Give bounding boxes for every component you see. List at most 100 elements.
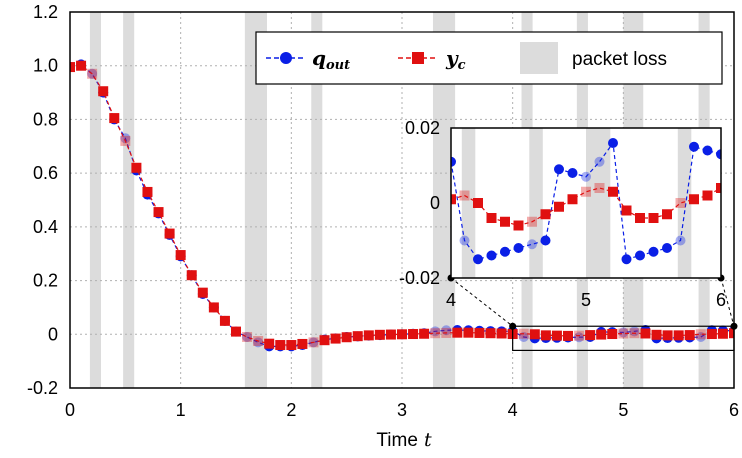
main-y_c-point (70, 62, 75, 73)
main-y_c-point (363, 330, 374, 341)
inset-packet-loss-band (586, 128, 611, 278)
inset-q_out-point (486, 250, 497, 261)
zoom-anchor-dot (509, 322, 517, 330)
legend-loss-label: packet loss (572, 49, 667, 70)
main-y_c-point (496, 328, 507, 339)
main-y_c-point (286, 340, 297, 351)
inset-y_c-point (635, 213, 645, 223)
x-tick-label: 6 (729, 400, 739, 420)
main-q_out-point (574, 332, 585, 343)
inset-q_out-point (635, 250, 645, 261)
packet-loss-band (123, 12, 135, 388)
inset-q_out-point (459, 235, 470, 246)
main-y_c-point (109, 113, 120, 124)
y-tick-labels: -0.2 0 0.2 0.4 0.6 0.8 1.0 1.2 (27, 2, 58, 398)
main-y_c-point (175, 250, 186, 261)
main-y_c-point (397, 329, 407, 340)
main-y_c-point (275, 340, 286, 351)
inset-q_out-point (513, 243, 524, 253)
inset-x-tick-label: 6 (716, 290, 726, 310)
main-q_out-point (242, 331, 253, 342)
main-y_c-point (87, 68, 98, 79)
inset-y_c-point (689, 194, 699, 205)
packet-loss-band (311, 12, 323, 388)
inset-y_c-point (716, 183, 721, 193)
main-y_c-point (729, 328, 734, 339)
x-tick-label: 5 (618, 400, 628, 420)
inset-x-tick-label: 5 (581, 290, 591, 310)
inset-q_out-point (540, 235, 551, 246)
inset-q_out-point (594, 156, 605, 167)
inset-y_c-point (594, 183, 605, 193)
inset-y_c-point (675, 198, 686, 208)
main-q_out-point (618, 327, 629, 338)
inset-q_out-point (689, 141, 699, 152)
plot-frame (69, 11, 735, 389)
main-y_c-point (684, 330, 695, 341)
inset-y_c-point (648, 213, 659, 223)
main-y_c-point (673, 330, 684, 341)
main-y_c-point (297, 338, 308, 349)
inset-q_out-point (662, 243, 672, 253)
inset-plot: 4 5 6 0.02 0 -0.02 (399, 118, 726, 310)
main-q_out-point (518, 331, 529, 342)
x-axis-label: Time t (376, 429, 432, 451)
main-y_c-point (540, 330, 551, 341)
inset-y_c-point (451, 194, 456, 205)
y-tick-label: 1.0 (33, 56, 58, 76)
inset-packet-loss-band (529, 128, 543, 278)
inset-q_out-point (473, 254, 483, 265)
main-y_c-point (153, 207, 164, 218)
inset-y_c-point (662, 209, 672, 220)
main-y_c-point (529, 329, 540, 340)
main-y_c-point (430, 328, 441, 339)
legend-loss-swatch (520, 42, 558, 74)
inset-x-tick-label: 4 (446, 290, 456, 310)
x-tick-label: 0 (65, 400, 75, 420)
packet-loss-band (432, 12, 456, 388)
main-y_c-point (640, 328, 651, 339)
inset-q_out-point (451, 156, 456, 167)
main-y_c-point (330, 333, 341, 344)
inset-x-tick-labels: 4 5 6 (446, 290, 726, 310)
main-y_c-point (706, 329, 717, 340)
main-y_c-point (452, 327, 463, 338)
main-y_c-point (231, 326, 241, 337)
main-y_c-point (264, 338, 275, 349)
x-axis-label-variable: t (424, 429, 432, 451)
inset-y_c-point (621, 205, 632, 216)
legend-y-subscript: c (458, 58, 466, 73)
inset-q_out-point (554, 164, 564, 175)
legend: qout yc packet loss (255, 31, 723, 85)
main-y_c-point (662, 330, 673, 341)
main-y_c-point (76, 60, 87, 71)
inset-y-tick-labels: 0.02 0 -0.02 (399, 118, 440, 288)
series-layer (70, 59, 734, 352)
x-tick-label: 1 (176, 400, 186, 420)
inset-q_out-point (648, 246, 659, 257)
main-y_c-point (319, 335, 330, 346)
main-y_c-point (717, 328, 728, 339)
zoom-connector-right (720, 277, 735, 327)
inset-y_c-point (581, 186, 591, 197)
inset-y_c-point (459, 190, 470, 201)
main-y_c-point (186, 270, 197, 281)
main-y_c-point (419, 328, 430, 339)
inset-q_out-point (702, 145, 713, 156)
inset-y_c-point (540, 209, 551, 220)
x-tick-label: 2 (286, 400, 296, 420)
legend-q-subscript: out (326, 58, 350, 73)
main-y_c-point (131, 162, 142, 173)
legend-q-symbol: q (312, 46, 326, 70)
main-y_c-point (629, 328, 640, 339)
main-y_c-point (485, 328, 496, 339)
y-tick-label: 0.8 (33, 109, 58, 129)
inset-y_c-point (567, 194, 578, 205)
inset-q_out-point (716, 149, 721, 160)
x-axis-label-text: Time (376, 430, 418, 451)
zoom-indicator (447, 274, 738, 352)
main-y_c-point (596, 329, 607, 340)
inset-y_c-point (513, 220, 524, 231)
main-y_c-point (242, 331, 253, 342)
